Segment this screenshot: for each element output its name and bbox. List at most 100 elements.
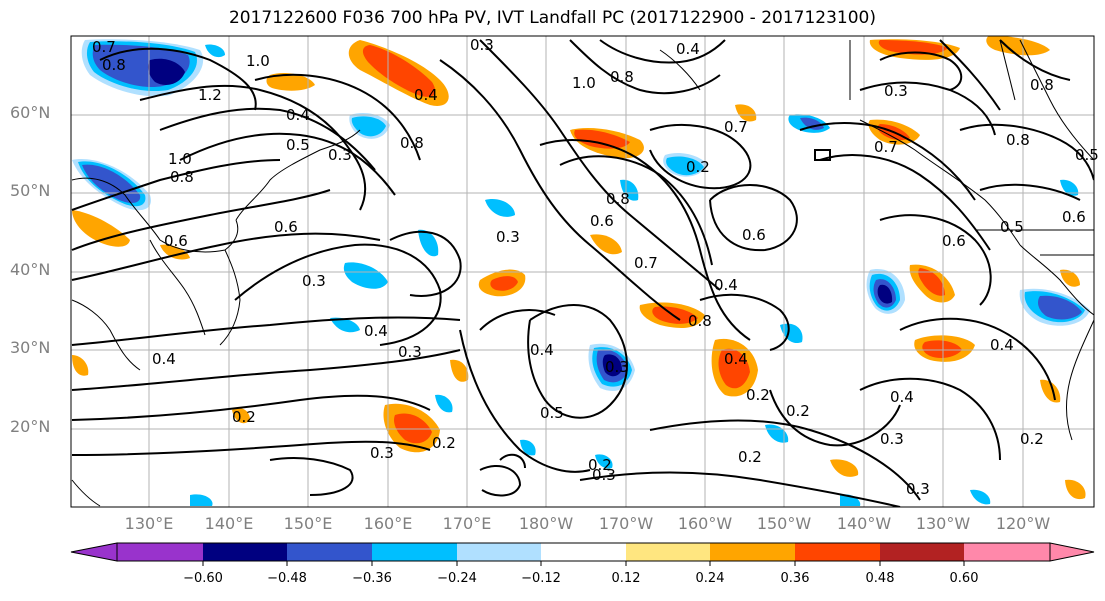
lat-label-50n: 50°N xyxy=(10,181,51,200)
colorbar-bin xyxy=(541,543,626,561)
coastlines xyxy=(71,39,1094,507)
contour-label: 0.8 xyxy=(1006,131,1030,149)
lon-label: 170°W xyxy=(598,514,654,533)
lon-label: 140°W xyxy=(836,514,892,533)
contour-label: 0.4 xyxy=(414,86,438,104)
contour-label: 0.3 xyxy=(328,146,352,164)
lon-label: 150°W xyxy=(756,514,812,533)
lon-label: 160°E xyxy=(363,514,413,533)
colorbar-tick-label: 0.48 xyxy=(865,571,895,586)
colorbar-tick-label: −0.36 xyxy=(352,571,392,586)
map-frame xyxy=(70,35,1095,508)
colorbar-bin xyxy=(795,543,880,561)
contour-label: 0.5 xyxy=(1075,146,1099,164)
contour-label: 1.2 xyxy=(198,86,222,104)
contour-label: 0.5 xyxy=(286,136,310,154)
contour-label: 0.4 xyxy=(530,341,554,359)
lat-label-40n: 40°N xyxy=(10,260,51,279)
lon-label: 150°E xyxy=(283,514,333,533)
contour-label: 0.2 xyxy=(432,434,456,452)
lon-label: 130°E xyxy=(124,514,174,533)
contour-label: 0.5 xyxy=(540,404,564,422)
contour-label: 0.6 xyxy=(742,226,766,244)
contour-label: 0.2 xyxy=(746,386,770,404)
contour-label: 0.4 xyxy=(364,322,388,340)
contour-label: 0.8 xyxy=(606,190,630,208)
contour-label: 0.8 xyxy=(102,56,126,74)
colorbar-bin xyxy=(964,543,1050,561)
contour-label: 0.4 xyxy=(714,276,738,294)
colorbar-tick-label: −0.60 xyxy=(183,571,223,586)
lat-label-30n: 30°N xyxy=(10,338,51,357)
colorbar-tick-label: −0.48 xyxy=(267,571,307,586)
contour-label: 0.6 xyxy=(1062,208,1086,226)
contour-label: 0.3 xyxy=(470,36,494,54)
colorbar-bin xyxy=(457,543,541,561)
colorbar-bin xyxy=(710,543,795,561)
colorbar-tick-label: 0.24 xyxy=(695,571,725,586)
contour-label: 0.4 xyxy=(724,350,748,368)
contour-label: 0.8 xyxy=(688,312,712,330)
lat-label-60n: 60°N xyxy=(10,103,51,122)
contour-label: 0.7 xyxy=(874,138,898,156)
contour-label: 0.2 xyxy=(588,456,612,474)
contour-label: 0.2 xyxy=(232,408,256,426)
colorbar-frame xyxy=(116,542,1051,562)
graticule xyxy=(71,36,1094,507)
contour-label: 0.4 xyxy=(152,350,176,368)
contour-label: 0.3 xyxy=(496,228,520,246)
contour-label: 0.2 xyxy=(686,158,710,176)
colorbar-tick-label: 0.36 xyxy=(780,571,810,586)
colorbar-tick-label: −0.12 xyxy=(521,571,561,586)
contour-label: 0.4 xyxy=(890,388,914,406)
colorbar-bin xyxy=(626,543,710,561)
contour-label: 0.3 xyxy=(398,343,422,361)
colorbar-bin xyxy=(880,543,964,561)
contour-label: 0.3 xyxy=(605,358,629,376)
contour-label: 0.6 xyxy=(274,218,298,236)
colorbar xyxy=(70,542,1095,566)
contour-label: 0.4 xyxy=(990,336,1014,354)
colorbar-bin xyxy=(203,543,287,561)
contour-label: 0.2 xyxy=(786,402,810,420)
contour-label: 0.8 xyxy=(610,68,634,86)
contour-label: 0.2 xyxy=(738,448,762,466)
contour-label: 1.0 xyxy=(168,150,192,168)
colorbar-bin xyxy=(372,543,457,561)
lat-label-20n: 20°N xyxy=(10,417,51,436)
contour-label: 0.7 xyxy=(724,118,748,136)
colorbar-low-extension xyxy=(70,542,118,562)
contour-label: 0.7 xyxy=(92,38,116,56)
colorbar-bin xyxy=(117,543,203,561)
colorbar-tick-label: 0.60 xyxy=(949,571,979,586)
lon-label: 160°W xyxy=(677,514,733,533)
contour-label: 0.3 xyxy=(592,466,616,484)
lon-label: 130°W xyxy=(915,514,971,533)
contour-label: 0.2 xyxy=(1020,430,1044,448)
colorbar-high-extension xyxy=(1049,542,1095,562)
colorbar-bin xyxy=(287,543,372,561)
pv-shading xyxy=(72,36,1090,506)
contour-label: 0.3 xyxy=(906,480,930,498)
contour-label: 0.4 xyxy=(676,40,700,58)
contour-label: 0.4 xyxy=(286,106,310,124)
lon-label: 180°W xyxy=(518,514,574,533)
contour-label: 0.6 xyxy=(942,232,966,250)
contour-label: 1.0 xyxy=(572,74,596,92)
lon-label: 140°E xyxy=(204,514,254,533)
contour-label: 0.8 xyxy=(170,168,194,186)
contour-label: 1.0 xyxy=(246,52,270,70)
lon-label: 120°W xyxy=(995,514,1051,533)
contour-label: 0.6 xyxy=(590,212,614,230)
lon-label: 170°E xyxy=(442,514,492,533)
colorbar-tick-label: −0.24 xyxy=(437,571,477,586)
contour-label: 0.7 xyxy=(634,254,658,272)
contour-label: 0.8 xyxy=(400,134,424,152)
contour-label: 0.5 xyxy=(1000,218,1024,236)
contour-label: 0.8 xyxy=(1030,76,1054,94)
contour-label: 0.3 xyxy=(302,272,326,290)
map-title: 2017122600 F036 700 hPa PV, IVT Landfall… xyxy=(228,8,876,28)
contour-labels: 0.7 0.8 1.2 1.0 0.4 0.5 0.3 0.8 0.6 1.0 … xyxy=(92,36,1099,498)
contour-label: 0.6 xyxy=(164,232,188,250)
